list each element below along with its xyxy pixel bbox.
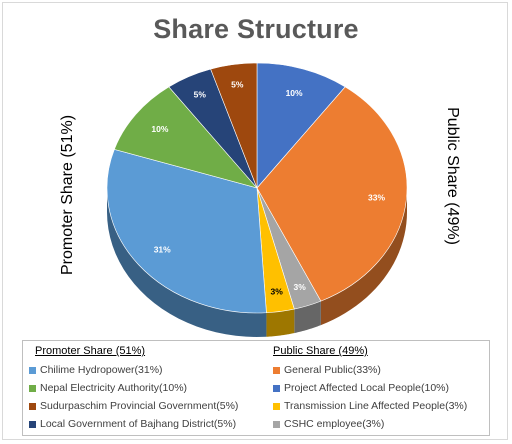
- legend-swatch: [273, 402, 280, 410]
- legend-swatch: [29, 402, 36, 410]
- legend-swatch: [273, 384, 280, 392]
- legend-public-heading: Public Share (49%): [273, 345, 368, 357]
- legend-label: Project Affected Local People(10%): [284, 382, 449, 394]
- promoter-legend-item-3: Local Government of Bajhang District(5%): [29, 418, 236, 430]
- legend-swatch: [29, 366, 36, 374]
- slice-label-4: 31%: [154, 244, 171, 254]
- legend-label: CSHC employee(3%): [284, 418, 385, 430]
- legend-swatch: [273, 420, 280, 428]
- slice-label-1: 33%: [368, 192, 385, 202]
- public-legend-item-2: Transmission Line Affected People(3%): [273, 400, 467, 412]
- legend-label: General Public(33%): [284, 364, 381, 376]
- slice-label-7: 5%: [231, 79, 244, 89]
- pie-wall-4: [107, 188, 267, 337]
- slice-label-0: 10%: [286, 88, 303, 98]
- pie-slice-1: [256, 86, 408, 302]
- slice-label-2: 3%: [294, 282, 307, 292]
- legend-swatch: [273, 366, 280, 374]
- slice-label-6: 5%: [194, 89, 207, 99]
- chart-title: Share Structure: [153, 14, 359, 44]
- legend-label: Transmission Line Affected People(3%): [284, 400, 468, 412]
- legend-label: Sudurpaschim Provincial Government(5%): [40, 400, 239, 412]
- legend-promoter-heading: Promoter Share (51%): [35, 345, 146, 357]
- pie-wall-2: [294, 301, 321, 334]
- pie-slice-0: [256, 62, 346, 189]
- public-legend-item-0: General Public(33%): [273, 364, 381, 376]
- public-legend-item-3: CSHC employee(3%): [273, 418, 384, 430]
- promoter-legend-item-0: Chilime Hydropower(31%): [29, 364, 163, 376]
- slice-label-5: 10%: [151, 124, 168, 134]
- slice-label-3: 3%: [271, 287, 284, 297]
- legend-label: Chilime Hydropower(31%): [40, 364, 163, 376]
- public-legend-item-1: Project Affected Local People(10%): [273, 382, 449, 394]
- pie-slice-7: [210, 62, 258, 189]
- pie-slice-4: [106, 149, 267, 314]
- pie-wall-3: [266, 309, 295, 337]
- promoter-legend-item-1: Nepal Electricity Authority(10%): [29, 382, 187, 394]
- legend-label: Nepal Electricity Authority(10%): [40, 382, 188, 394]
- pie-slice-5: [113, 86, 258, 189]
- legend-swatch: [29, 420, 36, 428]
- promoter-legend-item-2: Sudurpaschim Provincial Government(5%): [29, 400, 238, 412]
- legend-label: Local Government of Bajhang District(5%): [40, 418, 237, 430]
- legend-swatch: [29, 384, 36, 392]
- legend: Promoter Share (51%) Public Share (49%) …: [22, 340, 490, 436]
